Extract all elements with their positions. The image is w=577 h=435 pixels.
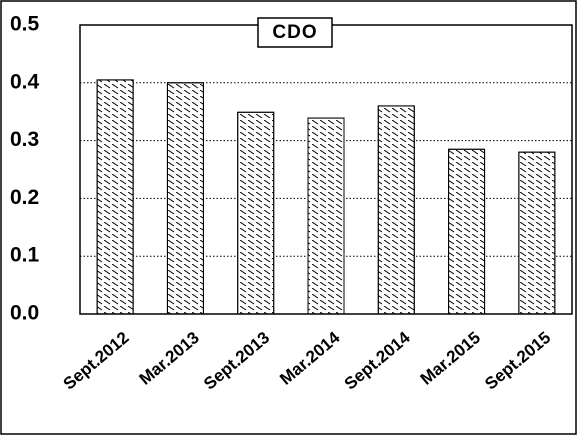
bar-hatch <box>518 151 556 315</box>
chart-title: CDO <box>272 22 317 43</box>
bar-hatch <box>377 105 415 315</box>
bar-hatch <box>237 111 275 315</box>
bar <box>237 111 275 315</box>
title-box <box>257 17 333 48</box>
bar <box>518 151 556 315</box>
bar <box>307 117 345 315</box>
y-tick-label: 0.1 <box>10 244 40 267</box>
bars <box>96 79 556 315</box>
y-tick-label: 0.3 <box>10 128 39 151</box>
bar-hatch <box>96 79 134 315</box>
bar <box>448 148 486 315</box>
bar <box>96 79 134 315</box>
bar <box>166 82 204 315</box>
bar <box>377 105 415 315</box>
y-tick-label: 0.2 <box>10 186 39 209</box>
bar-hatch <box>448 148 486 315</box>
bar-hatch <box>307 117 345 315</box>
y-tick-label: 0.0 <box>10 302 39 325</box>
y-tick-label: 0.5 <box>10 13 40 36</box>
y-tick-label: 0.4 <box>10 70 40 93</box>
bar-hatch <box>166 82 204 315</box>
